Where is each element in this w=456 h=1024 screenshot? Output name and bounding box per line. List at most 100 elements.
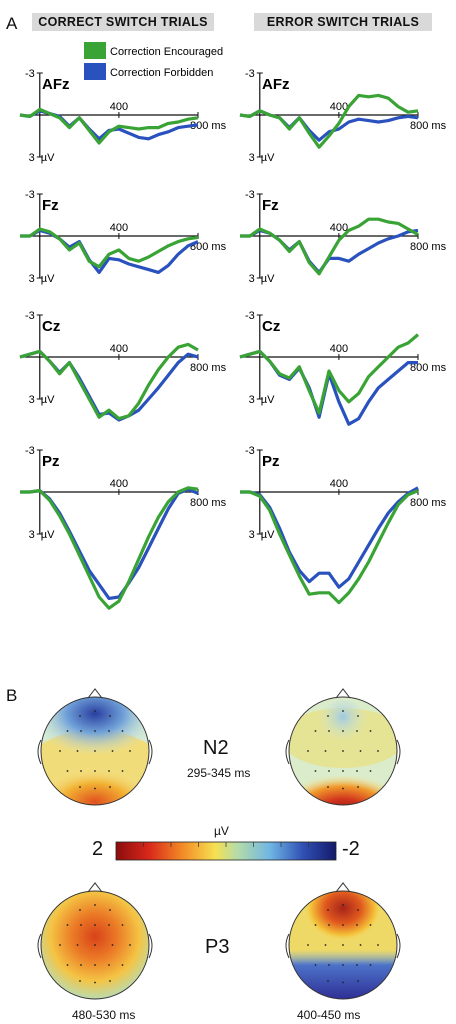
y-tick-label-top: -3 — [245, 445, 255, 457]
electrode-dot — [369, 770, 372, 772]
x-tick-label-400: 400 — [110, 343, 128, 355]
y-tick-label-bottom: 3 — [249, 394, 255, 406]
waveform-correction-encouraged — [240, 217, 419, 276]
y-tick-label-bottom: 3 — [29, 529, 35, 541]
x-tick-label-800: 800 ms — [190, 241, 227, 253]
electrode-dot — [314, 964, 317, 966]
electrode-dot — [94, 730, 96, 732]
x-tick-label-800: 800 ms — [190, 120, 227, 132]
electrode-dot — [357, 980, 359, 982]
electrode-label-cz: Cz — [42, 318, 60, 335]
electrode-dot — [327, 715, 329, 717]
electrode-dot — [59, 944, 61, 946]
waveform-correction-encouraged — [239, 333, 420, 415]
waveform-correction-encouraged — [239, 93, 419, 149]
p3-error-time-window: 400-450 ms — [297, 1008, 361, 1022]
y-unit-label: µV — [261, 152, 275, 164]
electrode-dot — [342, 787, 344, 790]
electrode-dot — [342, 964, 344, 966]
electrode-dot — [327, 909, 329, 911]
electrode-dot — [80, 730, 82, 732]
electrode-dot — [94, 904, 96, 906]
electrode-dot — [121, 730, 124, 732]
electrode-dot — [79, 715, 81, 717]
electrode-dot — [342, 710, 344, 712]
electrode-dot — [79, 909, 81, 911]
colorbar-min-label: 2 — [92, 838, 104, 860]
legend-swatch-encouraged — [84, 42, 106, 59]
x-tick-label-400: 400 — [110, 101, 128, 113]
x-tick-label-800: 800 ms — [410, 362, 447, 374]
electrode-dot — [129, 750, 131, 752]
electrode-dot — [108, 964, 110, 966]
electrode-dot — [324, 944, 327, 946]
y-tick-label-top: -3 — [245, 310, 255, 322]
x-tick-label-800: 800 ms — [190, 362, 227, 374]
waveform-correction-encouraged — [19, 342, 199, 421]
electrode-label-pz: Pz — [42, 453, 60, 470]
waveform-correction-encouraged — [240, 489, 419, 605]
electrode-dot — [357, 715, 359, 717]
y-tick-label-top: -3 — [245, 189, 255, 201]
y-unit-label: µV — [261, 529, 275, 541]
legend-swatch-forbidden — [84, 63, 106, 80]
x-tick-label-800: 800 ms — [410, 241, 447, 253]
y-tick-label-bottom: 3 — [29, 394, 35, 406]
waveform-correction-encouraged — [20, 227, 199, 269]
y-unit-label: µV — [41, 152, 55, 164]
electrode-dot — [327, 786, 329, 788]
electrode-dot — [108, 924, 110, 926]
electrode-dot — [356, 730, 358, 732]
electrode-dot — [109, 980, 111, 982]
electrode-dot — [59, 750, 61, 752]
p3-label: P3 — [205, 936, 230, 958]
header-error-switch: ERROR SWITCH TRIALS — [254, 13, 432, 31]
electrode-dot — [94, 750, 96, 752]
electrode-dot — [76, 750, 79, 752]
colorbar-ticks — [143, 842, 309, 847]
electrode-dot — [307, 750, 309, 752]
x-tick-label-800: 800 ms — [410, 120, 447, 132]
electrode-dot — [357, 786, 359, 788]
electrode-dot — [94, 924, 96, 926]
electrode-dot — [328, 924, 330, 926]
electrode-dot — [129, 944, 131, 946]
y-unit-label: µV — [41, 273, 55, 285]
electrode-label-cz: Cz — [262, 318, 280, 335]
electrode-dot — [94, 981, 96, 984]
electrode-label-afz: AFz — [262, 76, 290, 93]
electrode-dot — [314, 770, 317, 772]
electrode-dot — [66, 964, 69, 966]
y-tick-label-top: -3 — [25, 68, 35, 80]
p3-correct-time-window: 480-530 ms — [72, 1008, 136, 1022]
electrode-dot — [342, 981, 344, 984]
electrode-dot — [94, 787, 96, 790]
panel-b-label: B — [6, 686, 18, 705]
electrode-dot — [357, 909, 359, 911]
n2-time-window: 295-345 ms — [187, 766, 251, 780]
electrode-dot — [109, 786, 111, 788]
electrode-label-fz: Fz — [262, 197, 279, 214]
y-tick-label-bottom: 3 — [249, 152, 255, 164]
y-unit-label: µV — [41, 529, 55, 541]
electrode-dot — [342, 924, 344, 926]
waveform-correction-forbidden — [20, 228, 199, 274]
x-tick-label-400: 400 — [330, 343, 348, 355]
y-tick-label-top: -3 — [245, 68, 255, 80]
waveform-correction-forbidden — [239, 349, 418, 426]
erp-waveform-chart: -3 3 µV 400 800 ms AFz -3 3 µV 400 800 ms AFz -3 3 µV 4… — [19, 42, 447, 610]
electrode-dot — [80, 770, 82, 772]
y-tick-label-bottom: 3 — [249, 529, 255, 541]
waveform-correction-encouraged — [20, 486, 199, 610]
electrode-dot — [94, 710, 96, 712]
electrode-dot — [359, 944, 362, 946]
electrode-dot — [80, 924, 82, 926]
waveform-correction-encouraged — [19, 107, 199, 145]
x-tick-label-800: 800 ms — [410, 497, 447, 509]
electrode-dot — [356, 924, 358, 926]
y-tick-label-bottom: 3 — [249, 273, 255, 285]
electrode-dot — [79, 786, 81, 788]
electrode-label-pz: Pz — [262, 453, 280, 470]
electrode-dot — [342, 750, 344, 752]
electrode-dot — [94, 964, 96, 966]
